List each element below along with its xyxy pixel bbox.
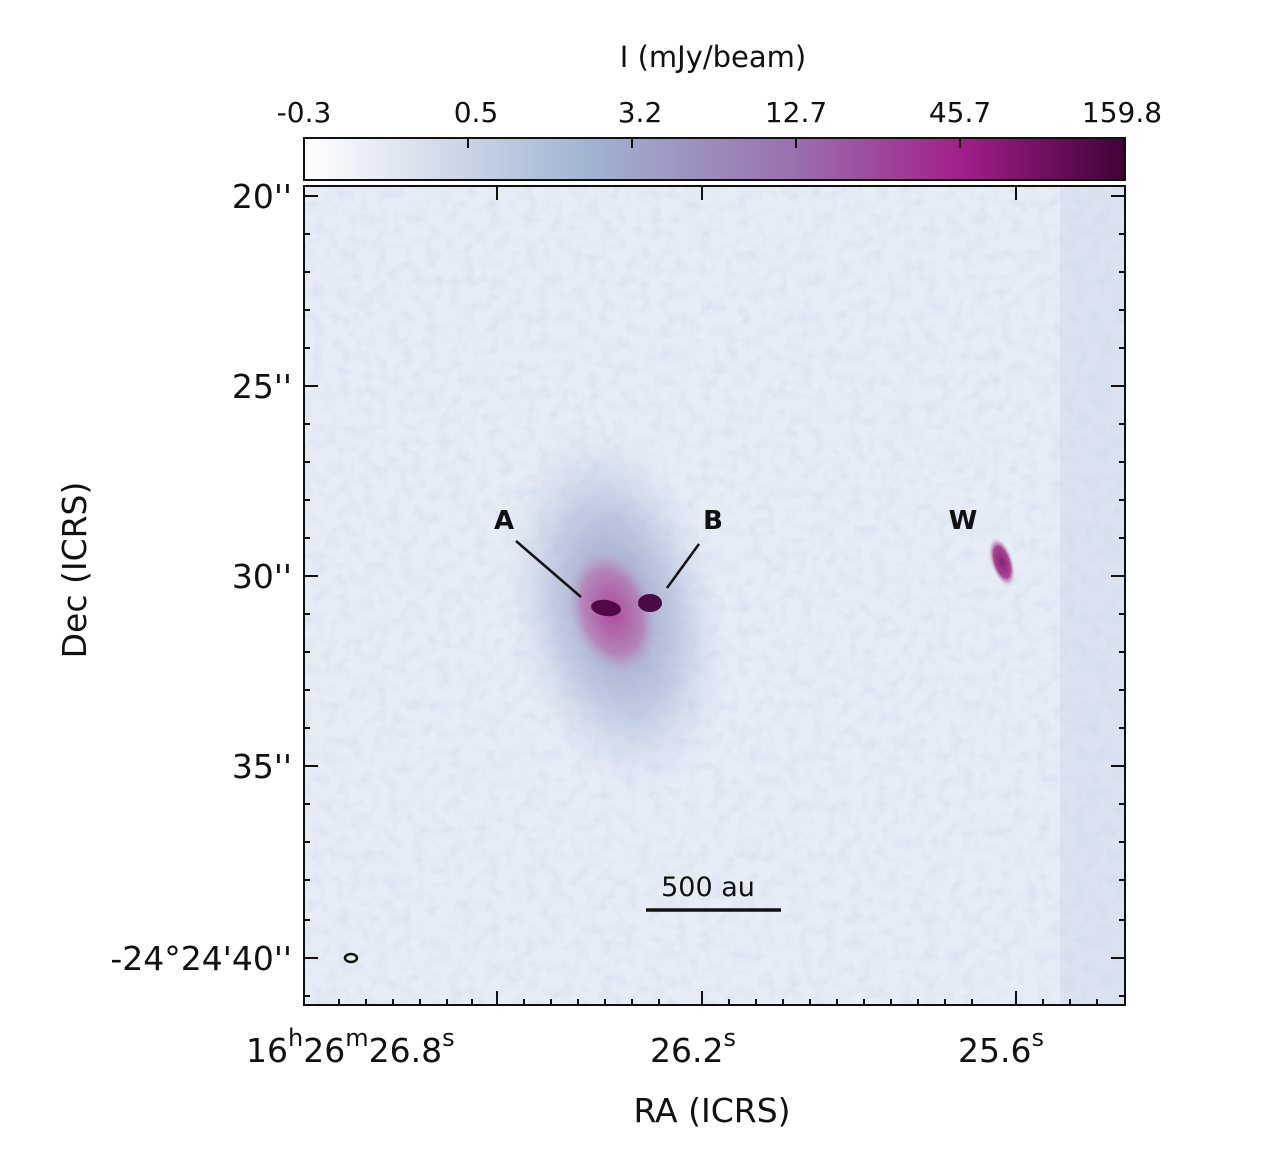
y-tick-label-0: 20'' — [232, 177, 292, 216]
source-label-w: W — [949, 506, 978, 536]
colorbar-tick-3: 12.7 — [765, 96, 827, 129]
x-tick-label-0: 16h26m26.8s — [246, 1024, 455, 1070]
colorbar-tick-4: 45.7 — [929, 96, 991, 129]
colorbar-tick-0: -0.3 — [277, 96, 332, 129]
y-tick-label-2: 30'' — [232, 557, 292, 596]
y-tick-marks — [304, 195, 1125, 997]
image-panel: A B W 500 au — [303, 185, 1126, 1006]
scale-bar: 500 au — [646, 872, 781, 912]
source-b-core — [638, 594, 662, 612]
colorbar-tick-marks — [303, 138, 1125, 148]
right-edge-noise — [1060, 186, 1125, 1005]
source-label-a: A — [494, 506, 514, 536]
y-tick-label-1: 25'' — [232, 367, 292, 406]
beam-ellipse — [343, 952, 359, 964]
source-label-b: B — [703, 506, 723, 536]
x-tick-marks — [338, 186, 1098, 1005]
colorbar-tick-5: 159.8 — [1082, 96, 1162, 129]
y-tick-label-4: -24°24'40'' — [110, 939, 292, 978]
colorbar-label: I (mJy/beam) — [620, 40, 806, 74]
x-tick-label-1: 26.2s — [650, 1024, 736, 1070]
pointer-b — [665, 543, 701, 589]
x-axis-label: RA (ICRS) — [633, 1091, 790, 1130]
colorbar-tick-2: 3.2 — [618, 96, 663, 129]
plot-frame — [303, 185, 1126, 1006]
colorbar: I (mJy/beam) -0.3 0.5 3.2 12.7 45.7 159.… — [277, 40, 1162, 181]
source-a-core — [591, 599, 621, 617]
source-pointers — [515, 540, 701, 598]
y-tick-label-3: 35'' — [232, 747, 292, 786]
source-w — [988, 537, 1016, 587]
colorbar-tick-1: 0.5 — [454, 96, 499, 129]
scale-bar-label: 500 au — [661, 872, 755, 903]
colorbar-gradient — [303, 137, 1126, 181]
y-axis-label: Dec (ICRS) — [55, 482, 94, 659]
x-tick-label-2: 25.6s — [958, 1024, 1044, 1070]
pointer-a — [515, 540, 582, 598]
